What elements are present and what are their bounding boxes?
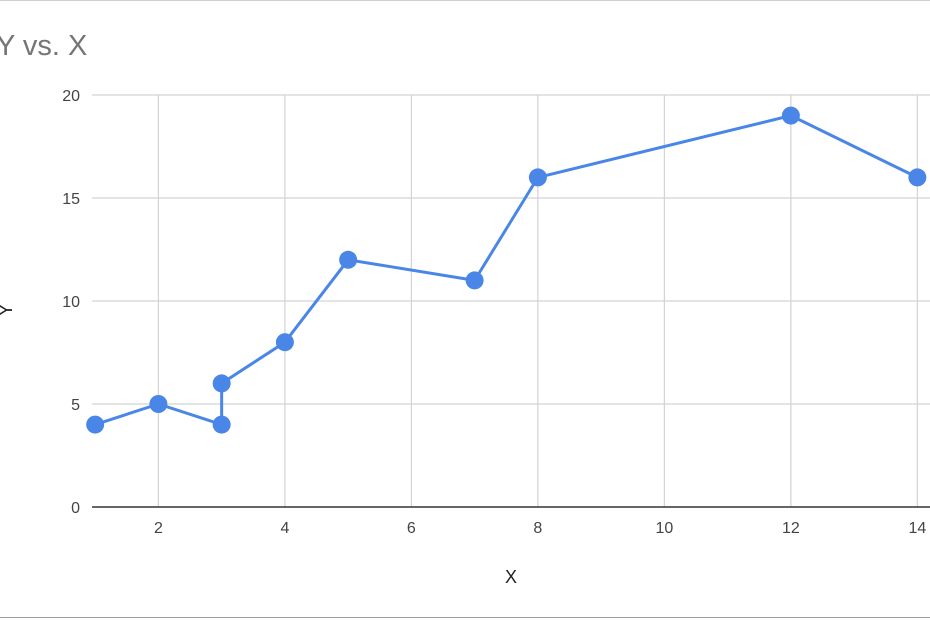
data-point-1 <box>149 395 168 413</box>
grid-lines <box>92 94 930 507</box>
data-point-9 <box>908 168 927 187</box>
x-tick-label-6: 6 <box>407 520 416 537</box>
tick-labels: 0 5 10 15 20 2 4 6 8 10 12 14 <box>62 88 926 537</box>
data-point-6 <box>465 271 484 290</box>
x-axis-title: X <box>505 567 517 587</box>
chart-frame-top <box>0 0 930 1</box>
data-point-0 <box>86 415 105 434</box>
x-tick-label-2: 2 <box>154 520 163 537</box>
y-tick-label-15: 15 <box>62 191 80 208</box>
data-point-2 <box>212 415 231 434</box>
y-tick-label-0: 0 <box>71 500 80 517</box>
data-point-7 <box>528 168 547 187</box>
x-tick-label-4: 4 <box>280 520 289 537</box>
series-layer <box>86 106 927 434</box>
x-tick-label-10: 10 <box>655 520 673 537</box>
y-tick-label-5: 5 <box>71 397 80 414</box>
data-point-5 <box>339 250 358 269</box>
chart-frame-bottom <box>0 617 930 618</box>
data-point-8 <box>781 106 800 125</box>
x-tick-label-14: 14 <box>908 520 926 537</box>
data-point-4 <box>275 333 294 352</box>
y-tick-label-20: 20 <box>62 88 80 105</box>
x-tick-label-12: 12 <box>782 520 800 537</box>
data-point-3 <box>212 374 231 393</box>
x-tick-label-8: 8 <box>533 520 542 537</box>
series-line-0 <box>94 114 919 427</box>
y-axis-title: Y <box>0 304 16 316</box>
chart-title: Y vs. X <box>0 30 88 62</box>
y-tick-label-10: 10 <box>62 294 80 311</box>
